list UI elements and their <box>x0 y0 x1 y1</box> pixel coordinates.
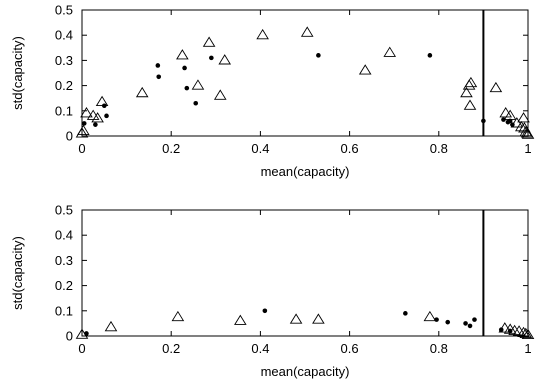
top-x-tick-label: 0.6 <box>341 141 359 156</box>
bottom-triangle-point <box>104 320 118 332</box>
top-dot-point <box>104 113 109 119</box>
top-ticks: 0 0.2 0.4 0.6 0.8 1 0 0.1 0.2 0.3 0.4 0.5 <box>55 3 532 157</box>
top-dot-point <box>316 53 321 58</box>
top-dot-point <box>510 122 515 127</box>
top-dot-point <box>209 55 214 61</box>
bottom-x-tick-label: 0.2 <box>162 341 180 356</box>
bottom-triangle-point <box>289 313 303 324</box>
top-triangle-point <box>91 112 104 123</box>
bottom-dot-point <box>84 331 89 336</box>
top-dot-point <box>102 103 107 109</box>
top-triangle-point <box>300 26 314 37</box>
top-y-tick-label: 0.4 <box>55 28 73 43</box>
top-triangle-point <box>463 99 477 110</box>
top-triangle-point <box>464 76 478 88</box>
top-x-tick-label: 1 <box>524 141 531 156</box>
bottom-dot-point <box>403 311 408 316</box>
bottom-y-tick-label: 0 <box>66 329 73 344</box>
bottom-triangle-point <box>312 313 325 324</box>
top-triangle-point <box>202 36 216 47</box>
top-triangle-point <box>510 117 524 128</box>
bottom-points <box>75 308 535 340</box>
top-triangle-point <box>218 54 232 65</box>
bottom-y-tick-label: 0.3 <box>55 253 73 268</box>
top-triangle-point <box>383 46 397 57</box>
top-y-tick-label: 0.1 <box>55 103 73 118</box>
bottom-triangle-point <box>423 310 437 322</box>
top-triangle-point <box>460 86 473 98</box>
top-y-axis-label: std(capacity) <box>10 36 25 110</box>
top-y-tick-label: 0.2 <box>55 78 73 93</box>
top-points <box>75 26 535 139</box>
top-dot-point <box>501 117 506 122</box>
top-triangle-point <box>191 79 205 90</box>
bottom-y-tick-label: 0.2 <box>55 278 73 293</box>
top-dot-point <box>81 121 87 126</box>
bottom-dot-point <box>463 321 468 326</box>
bottom-triangle-point <box>171 310 185 322</box>
bottom-triangle-point <box>519 327 533 339</box>
top-y-tick-label: 0.5 <box>55 3 73 18</box>
bottom-y-tick-label: 0.1 <box>55 303 73 318</box>
top-triangle-point <box>135 86 149 98</box>
top-triangle-point <box>499 107 513 118</box>
top-x-tick-label: 0.2 <box>162 141 180 156</box>
top-dot-point <box>155 63 161 68</box>
top-x-tick-label: 0.8 <box>430 141 448 156</box>
top-y-tick-label: 0 <box>66 129 73 144</box>
top-dot-point <box>93 122 98 127</box>
top-dot-point <box>481 118 486 124</box>
bottom-triangle-point <box>521 328 535 340</box>
bottom-dot-point <box>445 319 451 325</box>
top-triangle-point <box>256 28 269 40</box>
top-scatter-plot: 0 0.2 0.4 0.6 0.8 1 0 0.1 0.2 0.3 0.4 0.5 mean(capa… <box>10 3 535 179</box>
bottom-dot-point <box>472 317 477 322</box>
top-dot-point <box>156 74 162 80</box>
bottom-x-tick-label: 0.4 <box>251 341 269 356</box>
bottom-x-tick-label: 0.8 <box>430 341 448 356</box>
bottom-plot-frame <box>81 209 529 337</box>
bottom-dot-point <box>498 327 504 333</box>
top-x-axis-label: mean(capacity) <box>261 164 350 179</box>
bottom-x-axis-label: mean(capacity) <box>261 364 350 379</box>
top-x-tick-label: 0 <box>78 141 85 156</box>
bottom-triangle-point <box>234 314 247 325</box>
top-triangle-point <box>80 107 93 118</box>
top-dot-point <box>182 65 187 71</box>
bottom-y-tick-label: 0.4 <box>55 228 73 243</box>
top-y-tick-label: 0.3 <box>55 53 73 68</box>
bottom-triangle-point <box>498 322 512 333</box>
bottom-dot-point <box>507 328 513 334</box>
bottom-dot-point <box>434 317 439 322</box>
bottom-ticks: 0 0.2 0.4 0.6 0.8 1 0 0.1 0.2 0.3 0.4 0.5 <box>55 203 532 357</box>
top-triangle-point <box>521 128 535 139</box>
bottom-x-tick-label: 1 <box>524 341 531 356</box>
top-dot-point <box>193 100 199 106</box>
top-triangle-point <box>176 49 189 60</box>
top-dot-point <box>184 85 190 91</box>
bottom-y-tick-label: 0.5 <box>55 203 73 218</box>
top-triangle-point <box>519 125 533 137</box>
top-triangle-point <box>77 124 90 136</box>
bottom-dot-point <box>467 323 473 329</box>
top-triangle-point <box>515 120 528 132</box>
bottom-dot-point <box>262 308 268 314</box>
top-dot-point <box>427 53 433 58</box>
top-x-tick-label: 0.4 <box>251 141 269 156</box>
top-plot-frame <box>81 9 529 137</box>
top-triangle-point <box>489 81 503 93</box>
top-triangle-point <box>517 112 530 123</box>
bottom-scatter-plot: 0 0.2 0.4 0.6 0.8 1 0 0.1 0.2 0.3 0.4 0.5 mean(capa… <box>10 203 535 379</box>
top-triangle-point <box>213 89 227 100</box>
top-dot-point <box>507 118 513 124</box>
bottom-x-tick-label: 0.6 <box>341 341 359 356</box>
bottom-x-tick-label: 0 <box>78 341 85 356</box>
bottom-y-axis-label: std(capacity) <box>10 236 25 310</box>
top-triangle-point <box>358 64 372 75</box>
